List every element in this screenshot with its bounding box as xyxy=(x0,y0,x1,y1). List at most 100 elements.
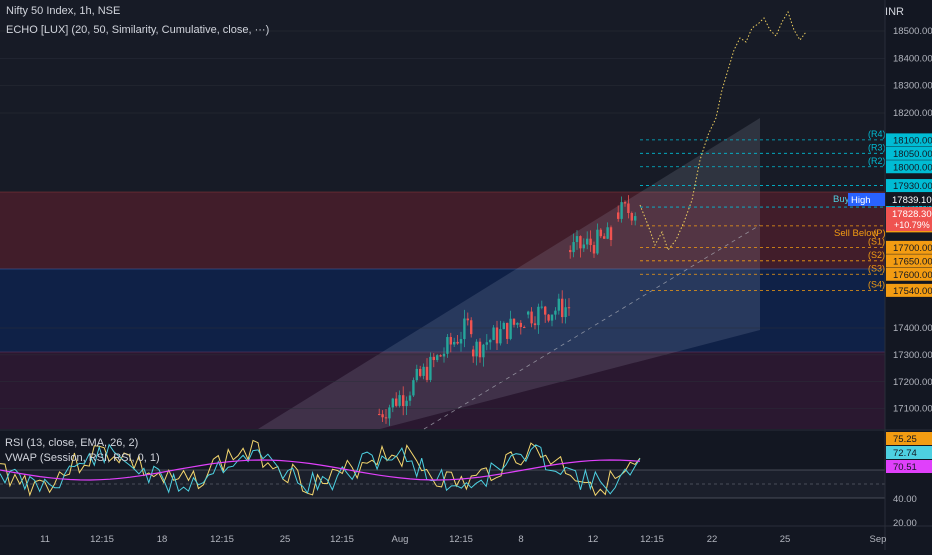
candle-body xyxy=(530,311,533,324)
candle-body xyxy=(634,216,637,221)
candle-body xyxy=(422,366,425,376)
rsi-badge-1 xyxy=(886,432,932,445)
currency-label[interactable]: INR xyxy=(885,6,904,18)
candle-body xyxy=(381,414,384,418)
pivot-level-label: (S3) xyxy=(868,263,885,273)
candle-body xyxy=(405,400,408,407)
indicator-legend[interactable]: ECHO [LUX] (20, 50, Similarity, Cumulati… xyxy=(6,24,270,36)
level-badge xyxy=(886,267,932,281)
candle-body xyxy=(402,395,405,407)
candle-body xyxy=(550,314,554,321)
candle-body xyxy=(415,368,418,381)
level-value: 18000.00 xyxy=(893,162,932,173)
time-tick: 12:15 xyxy=(640,534,664,545)
candle-body xyxy=(592,245,596,254)
candle-body xyxy=(485,342,488,345)
candle-body xyxy=(519,322,522,328)
level-value: 17700.00 xyxy=(893,243,932,254)
pivot-level-label: (R4) xyxy=(868,129,886,139)
rsi-legend[interactable]: RSI (13, close, EMA, 26, 2) xyxy=(5,437,139,449)
candle-body xyxy=(537,306,540,326)
candle-body xyxy=(561,298,564,318)
price-axis[interactable]: 18500.00 18400.00 18300.00 18200.00 17400.00… xyxy=(893,26,932,415)
last-price-badge xyxy=(886,207,932,231)
price-tick: 17400.00 xyxy=(893,323,932,334)
candle-body xyxy=(449,337,452,345)
pivot-levels: (R4)(R3)(R2)(R1)(S1)(S2)(S3)(S4) xyxy=(640,129,886,291)
pivot-level-label: (R3) xyxy=(868,142,886,152)
rsi-signal-line xyxy=(0,443,641,495)
candle-body xyxy=(523,327,526,329)
candle-body xyxy=(436,355,439,361)
time-tick: 22 xyxy=(707,534,718,545)
candle-body xyxy=(456,341,459,344)
candle-body xyxy=(533,323,537,326)
pivot-level-label: (R2) xyxy=(868,156,886,166)
symbol-title[interactable]: Nifty 50 Index, 1h, NSE xyxy=(6,5,121,17)
last-price: 17828.30 xyxy=(892,209,932,220)
price-tick: 17300.00 xyxy=(893,350,932,361)
candle-body xyxy=(429,356,432,380)
vwap-legend[interactable]: VWAP (Session, RSI, RSI, 0, 1) xyxy=(5,452,160,464)
echo-forecast-line xyxy=(639,10,807,252)
candle-body xyxy=(509,318,512,339)
level-value: 18050.00 xyxy=(893,149,932,160)
candle-body xyxy=(419,368,422,376)
purple-zone xyxy=(0,352,885,429)
price-tick: 17100.00 xyxy=(893,404,932,415)
time-axis[interactable]: 11 12:15 18 12:15 25 12:15 Aug 12:15 8 12 12:15 22 2… xyxy=(40,534,886,545)
candle-body xyxy=(439,355,442,357)
candles xyxy=(378,195,637,426)
candle-body xyxy=(564,307,567,318)
candle-body xyxy=(623,202,627,204)
candle-body xyxy=(425,366,429,380)
time-tick: 11 xyxy=(40,534,50,545)
rsi-badge-2 xyxy=(886,446,932,459)
level-badge xyxy=(886,254,932,268)
rsi-axis-40: 40.00 xyxy=(893,494,917,505)
price-tick: 18500.00 xyxy=(893,26,932,37)
time-tick: 25 xyxy=(780,534,791,545)
candle-body xyxy=(596,229,599,254)
rsi-value-1: 75.25 xyxy=(893,434,917,445)
pivot-level-label: (S1) xyxy=(868,236,885,246)
blue-zone xyxy=(0,269,885,352)
price-tick: 18400.00 xyxy=(893,53,932,64)
rsi-value-2: 72.74 xyxy=(893,448,917,459)
candle-body xyxy=(412,380,415,396)
candle-body xyxy=(579,236,582,249)
high-value: 17839.10 xyxy=(892,195,932,206)
candle-body xyxy=(470,320,473,335)
time-tick: 8 xyxy=(518,534,523,545)
upper-dark-zone xyxy=(0,0,885,192)
candle-body xyxy=(630,212,633,221)
candle-body xyxy=(620,202,623,219)
vwap-line xyxy=(0,459,641,481)
candle-body xyxy=(554,310,557,315)
time-tick: 12 xyxy=(588,534,599,545)
candle-body xyxy=(589,238,592,246)
time-tick: 12:15 xyxy=(210,534,234,545)
level-value: 17600.00 xyxy=(893,270,932,281)
red-zone xyxy=(0,192,885,269)
candle-body xyxy=(446,337,449,354)
candle-body xyxy=(586,238,589,245)
candle-body xyxy=(463,318,466,340)
level-badge xyxy=(886,133,932,147)
candle-body xyxy=(627,203,630,213)
candle-body xyxy=(557,298,560,311)
level-badges: 18100.0018050.0018000.0017930.0017850.00… xyxy=(886,133,932,297)
candle-body xyxy=(609,227,613,240)
pivot-level-label: (S4) xyxy=(868,279,885,289)
candle-body xyxy=(482,344,485,358)
regression-channel xyxy=(258,118,760,429)
candle-body xyxy=(391,398,394,408)
candle-body xyxy=(472,349,475,357)
candle-body xyxy=(459,339,463,344)
price-tick: 18200.00 xyxy=(893,108,932,119)
candle-body xyxy=(572,242,575,253)
time-tick: Sep xyxy=(870,534,887,545)
candle-body xyxy=(512,318,516,325)
